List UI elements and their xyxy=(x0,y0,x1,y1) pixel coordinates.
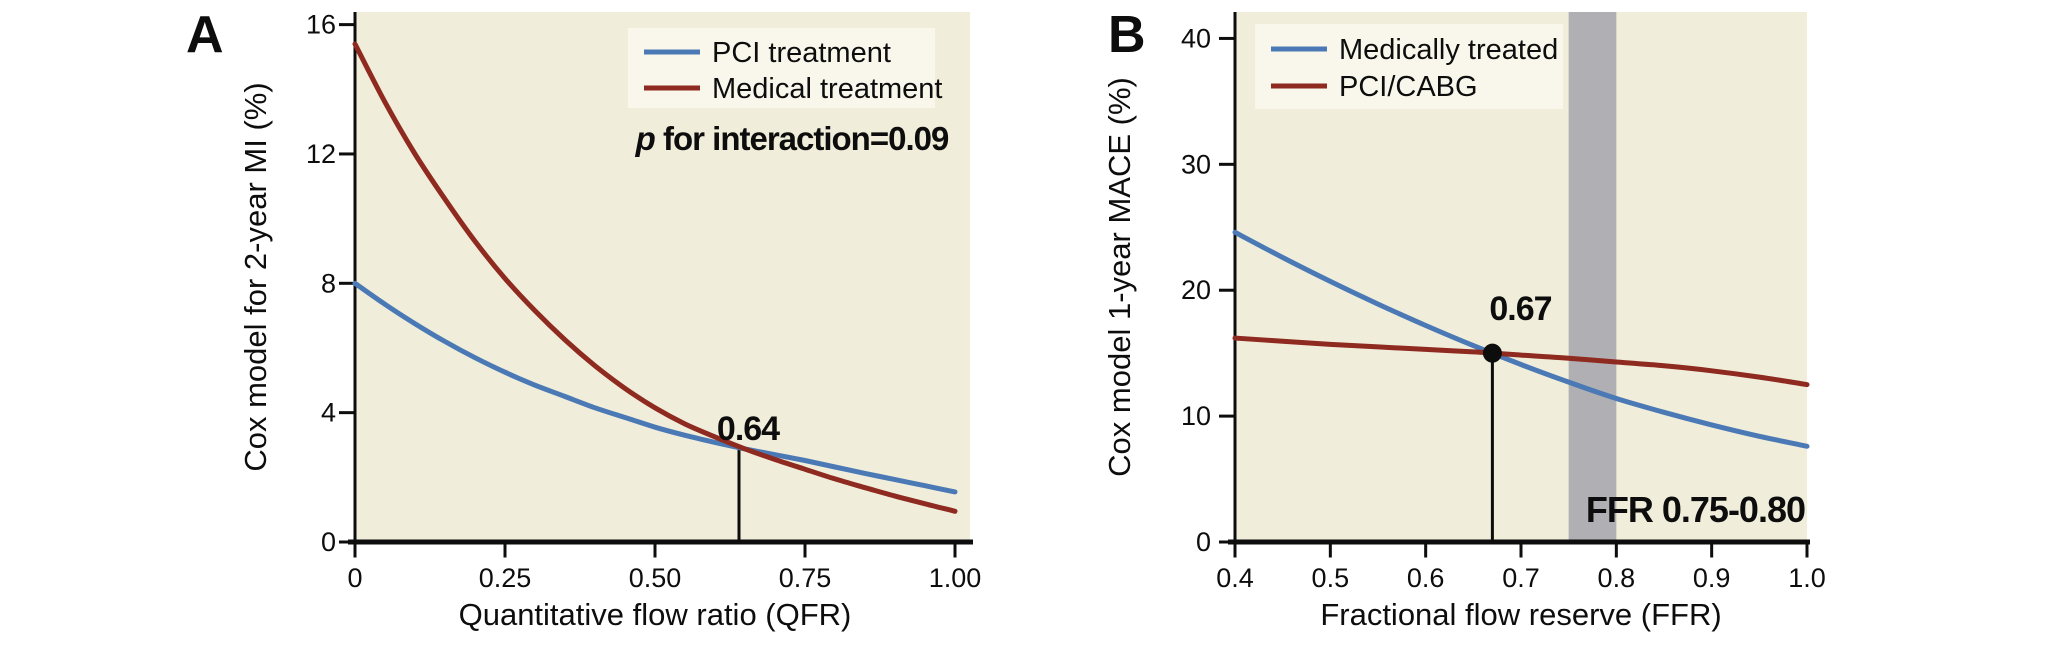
crossing-point-dot xyxy=(1482,343,1502,363)
y-tick-label: 40 xyxy=(1181,23,1211,53)
panel-a: 0 0.25 0.50 0.75 1.00 0 4 8 12 16 0.64 PCI treatmen… xyxy=(186,6,981,632)
y-tick xyxy=(339,281,355,285)
x-tick xyxy=(1710,544,1714,558)
y-tick xyxy=(339,411,355,415)
x-tick-label: 0.5 xyxy=(1312,563,1350,593)
pci-cabg-legend-label: PCI/CABG xyxy=(1339,71,1478,103)
x-tick xyxy=(653,544,657,558)
legend xyxy=(1255,24,1563,109)
x-tick xyxy=(1233,544,1237,558)
y-axis-title: Cox model for 2-year MI (%) xyxy=(238,82,273,471)
x-tick-label: 0.4 xyxy=(1216,563,1254,593)
ffr-band-label: FFR 0.75-0.80 xyxy=(1586,489,1805,530)
x-tick xyxy=(353,544,357,558)
x-axis-line xyxy=(1228,539,1810,545)
x-tick xyxy=(1614,544,1618,558)
x-axis-title: Quantitative flow ratio (QFR) xyxy=(459,597,852,632)
y-tick-label: 20 xyxy=(1181,275,1211,305)
pci-treatment-legend-label: PCI treatment xyxy=(712,37,891,69)
y-tick-label: 0 xyxy=(1196,527,1211,557)
x-axis-title: Fractional flow reserve (FFR) xyxy=(1320,597,1721,632)
y-tick-label: 0 xyxy=(321,527,336,557)
crossing-value-label: 0.64 xyxy=(717,410,780,448)
x-tick-label: 0.50 xyxy=(629,563,682,593)
ffr-gray-band xyxy=(1568,12,1617,542)
y-tick xyxy=(1219,162,1235,166)
y-tick xyxy=(1219,540,1235,544)
x-tick-label: 1.00 xyxy=(929,563,982,593)
x-tick-label: 0.7 xyxy=(1502,563,1540,593)
x-tick-label: 1.0 xyxy=(1788,563,1826,593)
x-tick xyxy=(1424,544,1428,558)
x-tick xyxy=(1805,544,1809,558)
x-tick-label: 0.6 xyxy=(1407,563,1445,593)
p-interaction-annotation: p for interaction=0.09 xyxy=(635,120,949,157)
y-tick-label: 10 xyxy=(1181,401,1211,431)
y-tick xyxy=(339,540,355,544)
y-axis-title: Cox model 1-year MACE (%) xyxy=(1102,77,1137,477)
y-tick xyxy=(1219,414,1235,418)
panel-b: 0.4 0.5 0.6 0.7 0.8 0.9 1.0 0 10 20 30 40 0.67 Medica… xyxy=(1102,6,1826,632)
medical-treatment-legend-label: Medical treatment xyxy=(712,73,943,105)
x-tick xyxy=(1519,544,1523,558)
y-tick xyxy=(1219,36,1235,40)
x-tick xyxy=(1328,544,1332,558)
x-tick xyxy=(953,544,957,558)
pci-cabg-curve xyxy=(1232,335,1810,388)
medical-treatment-curve xyxy=(352,41,958,514)
y-tick-label: 16 xyxy=(306,10,336,40)
y-axis-line xyxy=(353,12,357,548)
panel-letter-b: B xyxy=(1108,6,1146,64)
y-axis-line xyxy=(1233,12,1237,548)
marker-vertical-line xyxy=(1490,353,1494,542)
y-tick xyxy=(1219,288,1235,292)
y-tick-label: 4 xyxy=(321,398,336,428)
x-axis-line xyxy=(348,539,973,545)
medically-treated-legend-label: Medically treated xyxy=(1339,34,1558,66)
y-tick-label: 8 xyxy=(321,268,336,298)
marker-vertical-line xyxy=(737,447,741,542)
x-tick xyxy=(803,544,807,558)
legend xyxy=(628,28,935,108)
medically-treated-curve xyxy=(1232,229,1810,449)
x-tick-label: 0.25 xyxy=(479,563,532,593)
y-tick-label: 12 xyxy=(306,139,336,169)
y-tick xyxy=(339,152,355,156)
x-tick-label: 0.9 xyxy=(1693,563,1731,593)
panel-letter-a: A xyxy=(186,6,224,64)
pci-treatment-curve xyxy=(352,280,958,495)
x-tick-label: 0 xyxy=(347,563,362,593)
crossing-value-label: 0.67 xyxy=(1489,290,1551,328)
x-tick-label: 0.8 xyxy=(1598,563,1636,593)
x-tick xyxy=(503,544,507,558)
y-tick-label: 30 xyxy=(1181,149,1211,179)
x-tick-label: 0.75 xyxy=(779,563,832,593)
y-tick xyxy=(339,23,355,27)
